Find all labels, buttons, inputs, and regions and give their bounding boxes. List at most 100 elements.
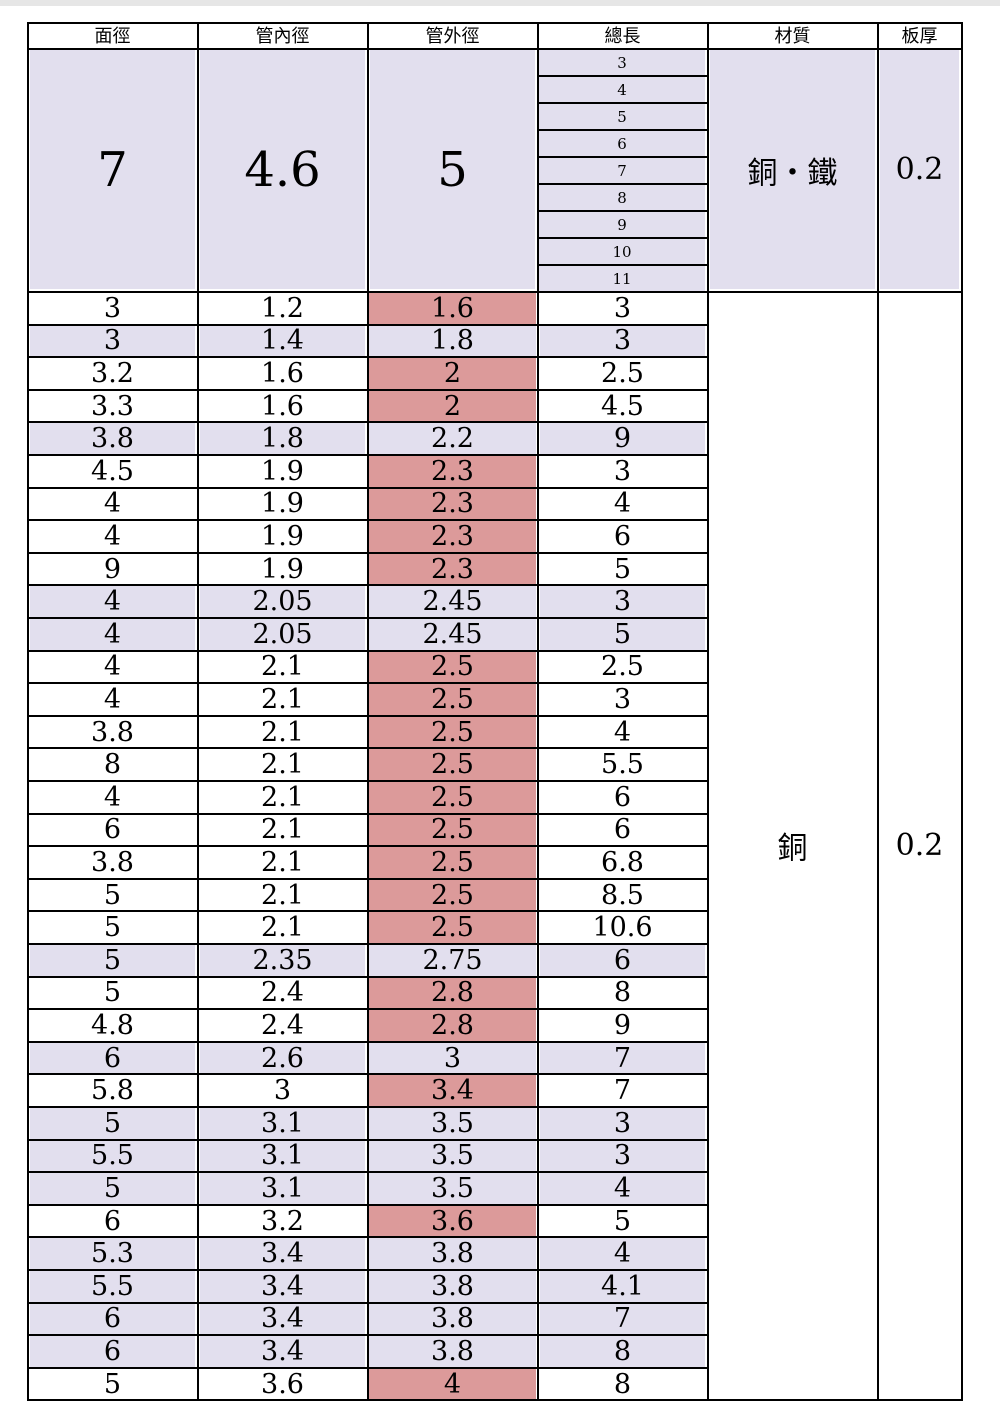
- row-outer-dia: 2.3: [369, 553, 536, 585]
- grid-line: [707, 22, 709, 1402]
- bottom-thickness: 0.2: [879, 293, 960, 1398]
- row-face-dia: 3: [28, 293, 197, 324]
- row-length: 6: [538, 782, 707, 813]
- row-length: 6: [538, 814, 707, 846]
- row-face-dia: 5: [28, 1368, 197, 1400]
- top-outer-dia: 5: [370, 50, 535, 289]
- top-length-item: 9: [539, 212, 705, 237]
- row-inner-dia: 3: [198, 1075, 367, 1106]
- row-outer-dia: 2.5: [369, 782, 536, 813]
- row-length: 6.8: [538, 847, 707, 878]
- grid-line: [27, 291, 961, 293]
- row-face-dia: 3.8: [28, 716, 197, 748]
- row-inner-dia: 1.8: [200, 423, 365, 454]
- row-outer-dia: 3.5: [369, 1140, 536, 1172]
- grid-line: [537, 156, 707, 158]
- row-outer-dia: 2.45: [369, 619, 536, 650]
- row-length: 6: [540, 945, 705, 976]
- bottom-material: 銅: [709, 293, 876, 1398]
- header-outer-dia: 管外徑: [368, 22, 537, 48]
- row-inner-dia: 1.4: [200, 325, 365, 357]
- row-inner-dia: 2.1: [198, 879, 367, 911]
- row-inner-dia: 2.05: [200, 619, 365, 650]
- row-face-dia: 4.8: [28, 1010, 197, 1041]
- row-face-dia: 4: [28, 521, 197, 552]
- row-face-dia: 3.8: [28, 847, 197, 878]
- row-outer-dia: 2.5: [369, 749, 536, 780]
- row-inner-dia: 3.1: [200, 1140, 365, 1172]
- row-outer-dia: 1.8: [369, 325, 536, 357]
- grid-line: [537, 237, 707, 239]
- row-face-dia: 5: [30, 1108, 195, 1139]
- row-outer-dia: 2.3: [369, 456, 536, 487]
- row-inner-dia: 2.1: [198, 814, 367, 846]
- row-face-dia: 3.3: [28, 390, 197, 422]
- row-outer-dia: 3.8: [369, 1336, 536, 1367]
- top-length-item: 6: [539, 131, 705, 156]
- grid-line: [537, 75, 707, 77]
- row-inner-dia: 1.2: [198, 293, 367, 324]
- row-outer-dia: 2.5: [369, 912, 536, 943]
- row-length: 4.1: [540, 1271, 705, 1302]
- row-length: 9: [540, 423, 705, 454]
- row-face-dia: 5: [28, 879, 197, 911]
- row-face-dia: 5: [28, 977, 197, 1009]
- row-length: 3: [540, 586, 705, 617]
- grid-line: [27, 48, 961, 50]
- row-outer-dia: 2.3: [369, 488, 536, 520]
- top-thickness: 0.2: [880, 50, 959, 289]
- row-inner-dia: 1.6: [198, 358, 367, 389]
- top-length-item: 8: [539, 185, 705, 210]
- row-outer-dia: 2: [369, 390, 536, 422]
- top-length-item: 5: [539, 104, 705, 129]
- top-length-item: 7: [539, 158, 705, 183]
- row-inner-dia: 1.9: [198, 553, 367, 585]
- row-outer-dia: 3.4: [369, 1075, 536, 1106]
- row-outer-dia: 2.3: [369, 521, 536, 552]
- row-outer-dia: 1.6: [369, 293, 536, 324]
- row-outer-dia: 3.6: [369, 1205, 536, 1237]
- top-length-item: 10: [539, 239, 705, 264]
- row-inner-dia: 1.9: [198, 521, 367, 552]
- row-inner-dia: 2.1: [198, 912, 367, 943]
- row-face-dia: 3: [30, 325, 195, 357]
- row-face-dia: 4: [28, 488, 197, 520]
- grid-line: [537, 102, 707, 104]
- header-thickness: 板厚: [878, 22, 961, 48]
- row-inner-dia: 3.4: [200, 1336, 365, 1367]
- row-outer-dia: 3: [369, 1042, 536, 1074]
- row-inner-dia: 1.6: [198, 390, 367, 422]
- row-outer-dia: 3.8: [369, 1303, 536, 1335]
- row-inner-dia: 3.4: [200, 1271, 365, 1302]
- row-face-dia: 4: [28, 782, 197, 813]
- row-length: 7: [538, 1075, 707, 1106]
- row-length: 7: [540, 1042, 705, 1074]
- row-length: 3: [540, 1108, 705, 1139]
- row-outer-dia: 2.45: [369, 586, 536, 617]
- row-length: 4: [540, 1238, 705, 1269]
- row-outer-dia: 2.5: [369, 879, 536, 911]
- row-length: 8: [540, 1336, 705, 1367]
- top-material: 銅・鐵: [710, 50, 875, 289]
- row-inner-dia: 3.1: [200, 1173, 365, 1204]
- row-face-dia: 6: [28, 1205, 197, 1237]
- row-inner-dia: 3.2: [198, 1205, 367, 1237]
- top-face-dia: 7: [30, 50, 195, 289]
- row-outer-dia: 2.5: [369, 847, 536, 878]
- row-outer-dia: 2.2: [369, 423, 536, 454]
- row-length: 2.5: [538, 358, 707, 389]
- row-inner-dia: 2.05: [200, 586, 365, 617]
- row-length: 4.5: [538, 390, 707, 422]
- row-inner-dia: 1.9: [198, 456, 367, 487]
- grid-line: [537, 264, 707, 266]
- row-face-dia: 4: [30, 586, 195, 617]
- header-length: 總長: [538, 22, 707, 48]
- row-length: 4: [538, 488, 707, 520]
- row-outer-dia: 3.8: [369, 1238, 536, 1269]
- row-face-dia: 5.5: [30, 1140, 195, 1172]
- top-length-item: 4: [539, 77, 705, 102]
- row-inner-dia: 3.6: [198, 1368, 367, 1400]
- row-face-dia: 6: [30, 1336, 195, 1367]
- row-outer-dia: 2.5: [369, 684, 536, 715]
- row-face-dia: 6: [30, 1303, 195, 1335]
